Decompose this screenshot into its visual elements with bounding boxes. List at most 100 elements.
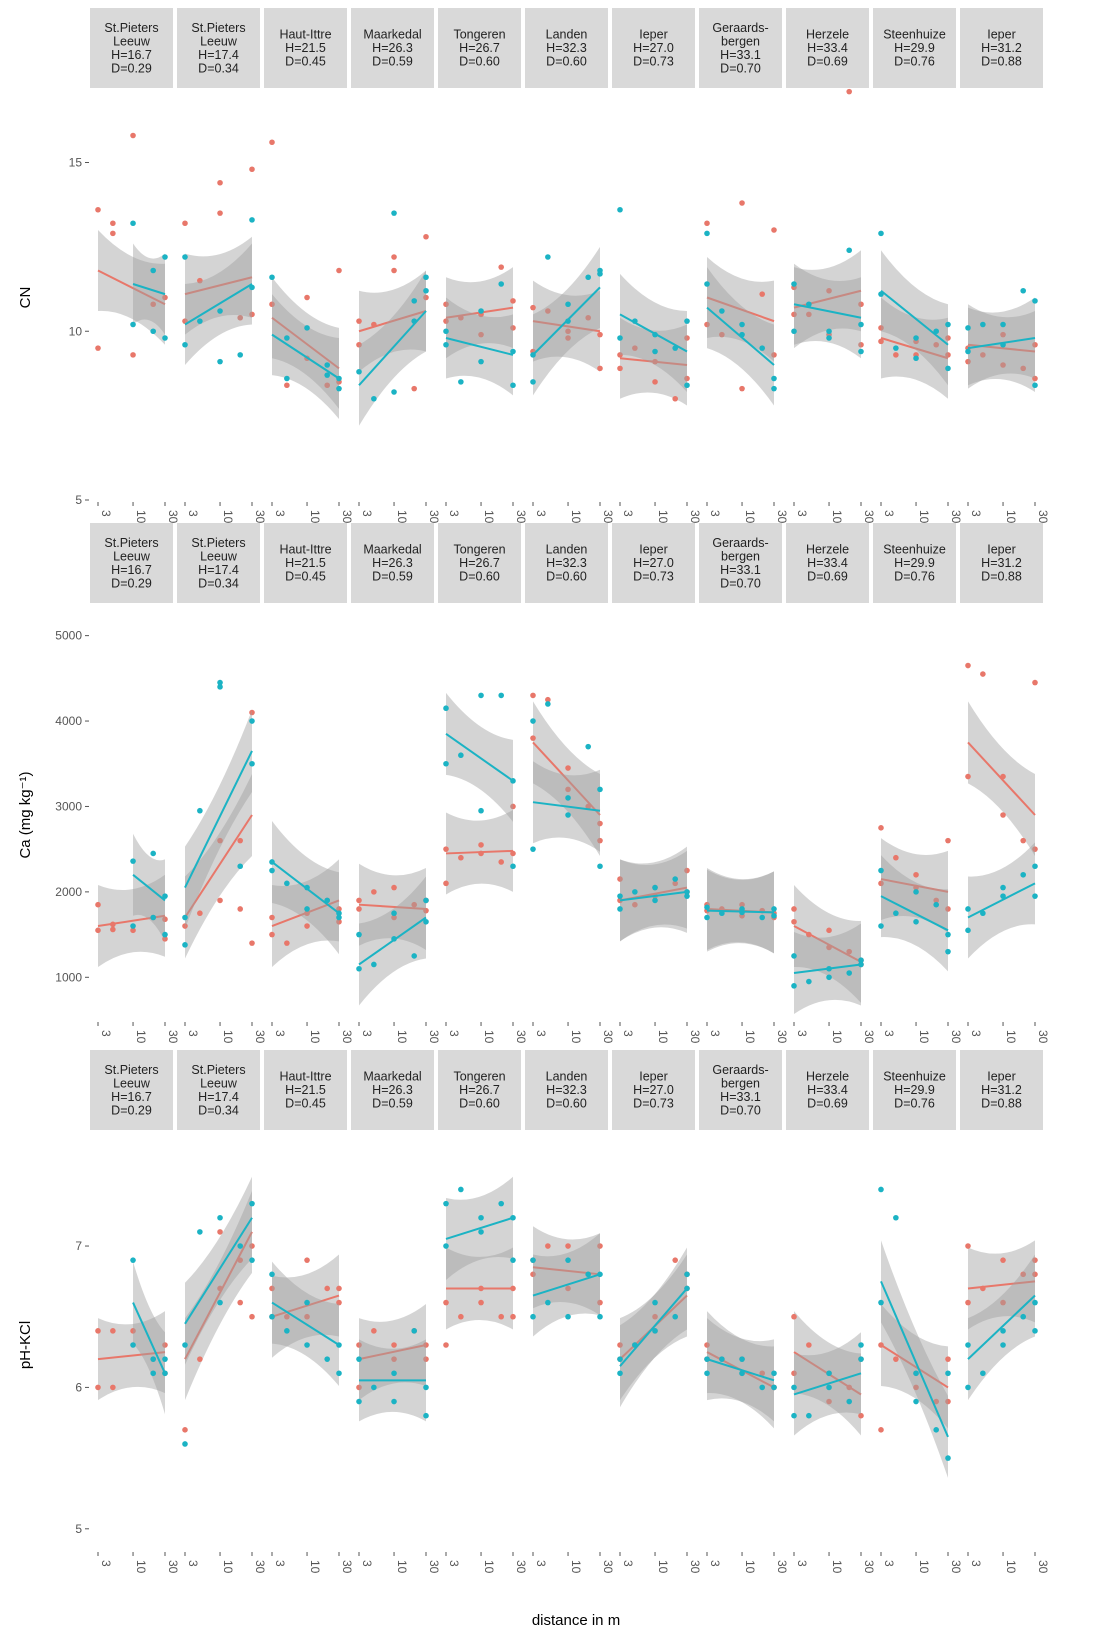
data-point-b (858, 348, 864, 355)
y-axis-title: CN (17, 287, 34, 309)
data-point-b (458, 752, 464, 759)
data-point-a (913, 1384, 919, 1391)
facet-strip-label: H=26.7 (459, 1083, 500, 1097)
data-point-b (791, 1412, 797, 1419)
data-point-b (597, 863, 603, 870)
data-point-a (684, 867, 690, 874)
data-point-a (237, 1257, 244, 1263)
x-tick-label: 10 (482, 1030, 496, 1044)
data-point-b (878, 291, 884, 297)
data-point-b (672, 345, 679, 351)
x-tick-label: 3 (969, 510, 983, 517)
facet-strip-label: H=21.5 (285, 1083, 326, 1097)
data-point-a (913, 884, 919, 891)
facet-strip-label: Leeuw (200, 34, 238, 48)
fit-line-b (532, 801, 601, 812)
data-point-a (739, 901, 745, 908)
data-point-b (150, 1370, 157, 1377)
data-point-b (391, 389, 397, 395)
data-point-a (324, 1285, 331, 1292)
data-point-b (771, 385, 777, 392)
data-point-b (423, 897, 429, 904)
x-tick-label: 3 (273, 1560, 287, 1567)
data-point-b (1000, 1328, 1006, 1334)
data-point-a (443, 1342, 449, 1348)
x-tick-label: 30 (340, 510, 354, 524)
data-point-a (130, 927, 136, 934)
data-point-b (965, 1384, 971, 1391)
data-point-a (545, 308, 551, 314)
data-point-b (130, 1257, 136, 1263)
data-point-a (565, 786, 571, 793)
facet-strip-label: H=26.3 (372, 556, 413, 570)
facet-strip-label: Steenhuize (883, 1070, 946, 1084)
facet-strip-label: St.Pieters (191, 536, 245, 550)
x-tick-label: 10 (917, 510, 931, 524)
data-point-b (771, 1370, 777, 1377)
y-tick-label: 10 (69, 324, 83, 338)
data-point-a (672, 880, 679, 887)
data-point-a (945, 1356, 951, 1362)
data-point-b (771, 1384, 777, 1391)
data-point-b (284, 335, 290, 341)
data-point-b (197, 807, 203, 814)
data-point-a (249, 311, 255, 318)
data-point-b (324, 1356, 331, 1362)
facet-strip-label: Tongeren (453, 28, 505, 42)
data-point-a (759, 291, 766, 297)
data-point-a (878, 325, 884, 331)
data-point-a (478, 850, 484, 857)
data-point-b (704, 914, 710, 921)
x-tick-label: 3 (534, 1560, 548, 1567)
data-point-b (443, 328, 449, 335)
facet-strip (960, 8, 1043, 88)
data-point-b (739, 321, 745, 328)
data-point-b (324, 372, 331, 378)
facet-strip (699, 523, 782, 603)
data-point-b (652, 897, 658, 904)
data-point-b (617, 893, 623, 899)
data-point-b (478, 1229, 484, 1235)
x-tick-label: 30 (775, 510, 789, 524)
facet-strip-label: H=27.0 (633, 556, 674, 570)
facet-strip-label: D=0.59 (372, 570, 413, 584)
data-point-b (878, 1186, 884, 1193)
data-point-a (110, 921, 116, 928)
data-point-a (411, 385, 418, 392)
x-tick-label: 3 (969, 1030, 983, 1037)
facet-strip (177, 523, 260, 603)
data-point-b (217, 308, 223, 314)
data-point-b (684, 318, 690, 324)
data-point-b (284, 880, 290, 887)
facet-strip (786, 523, 869, 603)
data-point-b (826, 328, 832, 335)
data-point-b (249, 760, 255, 767)
facet-strip (177, 8, 260, 88)
fit-line-a (271, 316, 340, 370)
data-point-a (217, 837, 223, 844)
x-tick-label: 3 (360, 1030, 374, 1037)
data-point-a (965, 1243, 971, 1249)
data-point-b (530, 1257, 536, 1263)
facet-strip-label: Steenhuize (883, 28, 946, 42)
data-point-b (893, 345, 899, 351)
data-point-b (1000, 321, 1006, 328)
data-point-b (759, 914, 766, 921)
data-point-b (530, 379, 536, 385)
data-point-b (826, 965, 832, 972)
data-point-b (545, 254, 551, 260)
x-tick-label: 3 (795, 510, 809, 517)
data-point-a (217, 179, 223, 186)
x-tick-label: 3 (534, 510, 548, 517)
facet-strip-label: D=0.70 (720, 1103, 761, 1117)
facet-strip-label: Landen (546, 1070, 588, 1084)
data-point-a (498, 1313, 505, 1320)
data-point-b (739, 909, 745, 916)
data-point-b (826, 1370, 832, 1377)
data-point-b (632, 318, 638, 324)
